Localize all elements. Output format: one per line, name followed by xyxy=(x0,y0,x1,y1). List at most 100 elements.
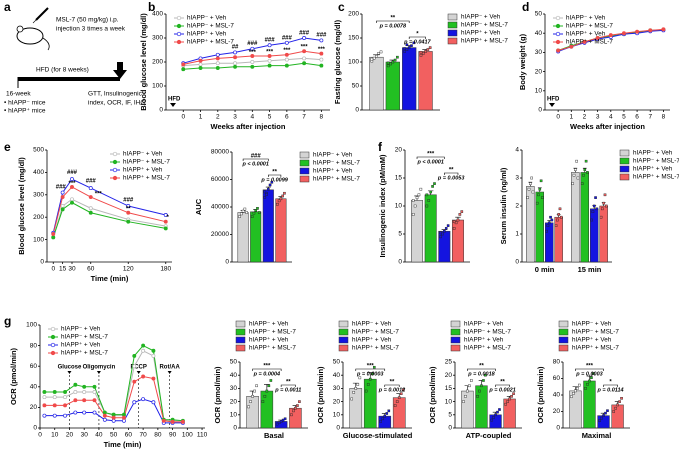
data-point xyxy=(247,405,250,409)
legend-label: hIAPP⁺ + Veh xyxy=(633,166,673,173)
data-point xyxy=(484,373,487,377)
significance-label: *** xyxy=(318,47,326,53)
significance-stars: ** xyxy=(500,380,505,386)
series-line xyxy=(52,198,166,238)
data-point xyxy=(535,201,539,205)
data-point xyxy=(292,409,295,413)
y-axis-label: Body weight (g) xyxy=(518,33,527,90)
data-point xyxy=(122,412,126,417)
data-point xyxy=(267,187,270,191)
y-tick-label: 0 xyxy=(233,425,237,432)
data-point xyxy=(368,377,372,381)
panel-label: e xyxy=(4,140,11,154)
bar xyxy=(385,61,400,111)
schematic-text: HFD (for 8 weeks) xyxy=(36,67,89,74)
data-point xyxy=(51,235,56,240)
data-point xyxy=(375,54,378,58)
data-point xyxy=(494,413,497,417)
p-value: p < 0.0001 xyxy=(241,161,268,167)
bar xyxy=(599,205,608,263)
significance-label: *** xyxy=(95,191,103,197)
y-axis-label: Fasting glucose (mg/dl) xyxy=(333,19,342,104)
data-point xyxy=(263,196,267,199)
significance-label: ### xyxy=(86,178,97,184)
data-point xyxy=(590,376,593,379)
data-point xyxy=(73,398,78,403)
data-point xyxy=(570,395,573,398)
y-tick-label: 50 xyxy=(535,11,543,18)
data-point xyxy=(82,390,87,394)
data-point xyxy=(181,67,186,72)
y-tick-label: 4 xyxy=(515,147,519,154)
x-tick-label: 0 xyxy=(51,266,55,273)
y-tick-label: 0 xyxy=(448,425,452,432)
data-point xyxy=(111,415,116,420)
y-tick-label: 40000 xyxy=(211,204,229,211)
legend-marker xyxy=(555,23,561,29)
x-tick-label: 3 xyxy=(233,114,237,121)
data-point xyxy=(270,180,274,184)
y-tick-label: 30 xyxy=(535,49,543,56)
data-point xyxy=(350,397,354,401)
bar xyxy=(349,388,363,429)
y-tick-label: 15 xyxy=(395,175,403,182)
data-point xyxy=(249,400,252,403)
y-tick-label: 40 xyxy=(535,30,543,37)
data-point xyxy=(141,343,146,348)
x-tick-label: 0 xyxy=(556,114,560,121)
data-point xyxy=(52,390,57,394)
data-point xyxy=(592,204,596,208)
data-point xyxy=(250,215,254,218)
data-point xyxy=(612,410,615,413)
data-point xyxy=(545,229,548,233)
bar xyxy=(451,219,464,263)
data-point xyxy=(70,200,74,205)
y-tick-label: 20 xyxy=(445,372,453,379)
legend-label: hIAPP⁺ + Veh xyxy=(61,342,101,349)
data-point xyxy=(482,379,485,382)
p-value: p = 0.0003 xyxy=(356,371,383,377)
y-tick-label: 10 xyxy=(535,88,543,95)
legend-label: hIAPP⁺ + MSL-7 xyxy=(566,39,613,46)
data-point xyxy=(63,403,67,408)
data-point xyxy=(82,398,87,403)
legend-swatch xyxy=(450,320,461,328)
data-point xyxy=(425,193,429,197)
legend-marker xyxy=(50,342,56,348)
legend-label: hIAPP⁺ + Veh xyxy=(352,337,392,344)
data-point xyxy=(370,372,374,376)
bar xyxy=(475,385,488,429)
data-point xyxy=(60,204,65,208)
data-point xyxy=(366,383,370,386)
data-point xyxy=(601,207,604,211)
p-value: p = 0.0053 xyxy=(437,175,464,181)
significance-label: * xyxy=(166,215,169,221)
data-point xyxy=(530,176,533,180)
data-point xyxy=(151,348,156,353)
significance-stars: *** xyxy=(427,152,435,158)
legend-label: hIAPP⁻ + MSL-7 xyxy=(464,329,511,336)
data-point xyxy=(111,418,116,423)
y-tick-label: 50 xyxy=(333,359,341,366)
y-tick-label: 0 xyxy=(355,107,359,114)
data-point xyxy=(51,232,56,236)
data-point xyxy=(386,64,390,68)
y-tick-label: 200 xyxy=(152,59,163,66)
data-point xyxy=(586,171,589,174)
y-tick-label: 60 xyxy=(553,375,561,382)
p-value: p = 0.0004 xyxy=(253,371,280,377)
y-tick-label: 3 xyxy=(515,175,519,182)
y-axis-label: OCR (pmol/min) xyxy=(9,347,18,405)
x-tick-label: 8 xyxy=(662,114,666,121)
data-point xyxy=(385,412,389,415)
legend-label: hIAPP⁺ + MSL-7 xyxy=(352,345,399,352)
data-point xyxy=(88,186,93,191)
y-tick-label: 5 xyxy=(398,231,402,238)
legend-marker xyxy=(176,15,182,21)
data-point xyxy=(397,396,401,399)
data-point xyxy=(526,196,529,199)
x-tick-label: 110 xyxy=(197,432,208,439)
data-point xyxy=(180,419,185,424)
data-point xyxy=(233,55,238,60)
